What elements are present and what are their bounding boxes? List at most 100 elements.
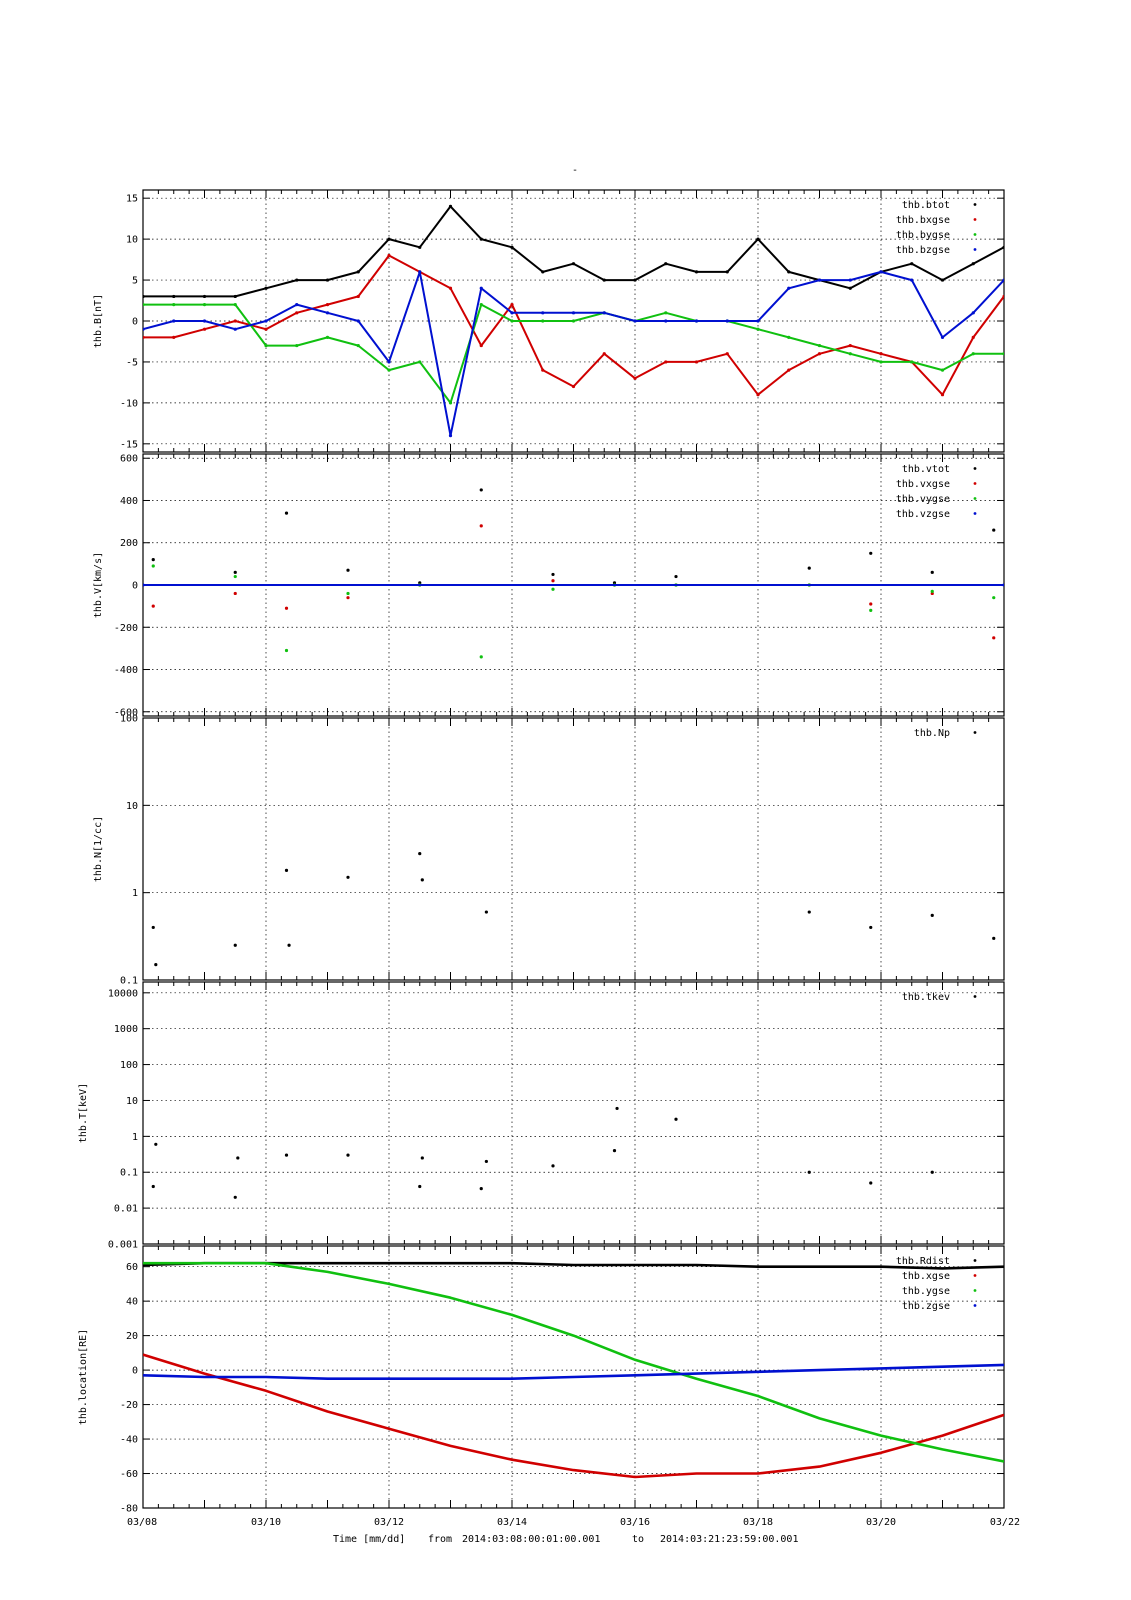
- y-tick-label: 0: [132, 317, 138, 328]
- data-point-thb.btot: [264, 286, 268, 290]
- data-point-thb.bxgse: [1002, 294, 1004, 299]
- series-line-thb.bzgse: [143, 270, 1004, 437]
- data-point-thb.bygse: [940, 368, 945, 372]
- series-line-thb.zgse: [143, 1363, 1004, 1380]
- data-point-thb.Np: [233, 943, 237, 947]
- data-point-thb.tkev: [154, 1142, 158, 1146]
- data-point-thb.bygse: [571, 319, 576, 323]
- data-point-thb.bxgse: [817, 352, 822, 356]
- data-point-thb.bzgse: [479, 286, 483, 290]
- y-tick-label: 1000: [114, 1024, 138, 1035]
- data-point-thb.tkev: [930, 1170, 934, 1174]
- x-tick-label: 03/22: [990, 1517, 1020, 1528]
- data-point-thb.Np: [869, 925, 873, 930]
- data-point-thb.bygse: [418, 360, 422, 364]
- x-tick-label: 03/14: [497, 1517, 527, 1528]
- data-point-thb.vtot: [992, 528, 996, 532]
- data-point-thb.bxgse: [233, 319, 237, 323]
- x-tick-label: 03/10: [251, 1517, 281, 1528]
- data-point-thb.bzgse: [264, 319, 268, 323]
- data-point-thb.vygse: [346, 591, 350, 596]
- data-point-thb.bzgse: [295, 303, 299, 307]
- y-tick-label: -5: [126, 357, 138, 368]
- legend-label: thb.ygse: [902, 1286, 950, 1297]
- panel-v: -600 -400 -200 0 200 400 600 thb.V[km/s] thb.vto…: [93, 453, 1005, 718]
- y-tick-label: 20: [126, 1331, 138, 1342]
- panel-b: -15 -10 -5 0 5 10 15 thb.B[nT] thb.btot thb.bxgse…: [93, 189, 1005, 453]
- data-point-thb.tkev: [479, 1186, 483, 1191]
- data-point-thb.bygse: [325, 335, 330, 339]
- legend-marker: [973, 218, 977, 221]
- data-point-thb.bzgse: [633, 319, 637, 323]
- y-axis-title: thb.location[RE]: [78, 1329, 89, 1425]
- data-point-thb.tkev: [236, 1156, 240, 1160]
- panel-frame: [142, 1245, 1005, 1509]
- y-axis-title: thb.T[keV]: [78, 1083, 89, 1143]
- data-point-thb.vtot: [807, 566, 811, 570]
- data-point-thb.bygse: [387, 368, 391, 372]
- data-point-thb.bxgse: [295, 311, 299, 315]
- data-point-thb.Np: [992, 936, 996, 940]
- data-point-thb.bzgse: [756, 319, 760, 323]
- data-point-thb.Np: [346, 875, 350, 879]
- y-tick-label: -80: [120, 1504, 138, 1515]
- y-tick-label: 0: [132, 581, 138, 592]
- data-point-thb.bzgse: [172, 319, 176, 323]
- x-tick-label: 03/16: [620, 1517, 650, 1528]
- series-line-thb.xgse: [143, 1353, 1004, 1479]
- data-point-thb.bzgse: [233, 327, 237, 331]
- legend-label: thb.vtot: [902, 464, 950, 475]
- y-axis-title: thb.V[km/s]: [93, 552, 104, 618]
- data-point-thb.vtot: [674, 574, 678, 579]
- data-point-thb.vtot: [346, 568, 350, 572]
- data-point-thb.btot: [541, 270, 545, 274]
- legend-marker: [973, 482, 977, 485]
- data-point-thb.bygse: [879, 360, 883, 364]
- data-point-thb.btot: [633, 278, 637, 282]
- data-point-thb.bxgse: [325, 303, 330, 307]
- y-tick-label: -20: [120, 1400, 138, 1411]
- legend-marker: [973, 1274, 977, 1277]
- y-tick-label: -40: [120, 1435, 138, 1446]
- y-tick-label: 0.1: [120, 976, 138, 987]
- data-point-thb.bygse: [510, 319, 514, 323]
- data-point-thb.vtot: [233, 570, 237, 574]
- data-point-thb.bzgse: [448, 434, 453, 438]
- data-point-thb.bzgse: [387, 360, 391, 364]
- data-point-thb.tkev: [233, 1195, 237, 1199]
- y-tick-label: 10: [126, 1096, 138, 1107]
- data-point-thb.bygse: [143, 303, 145, 307]
- legend-label: thb.bxgse: [896, 215, 950, 226]
- data-point-thb.bxgse: [940, 393, 945, 397]
- data-point-thb.btot: [448, 204, 453, 208]
- data-point-thb.bzgse: [817, 278, 822, 282]
- data-point-thb.btot: [756, 237, 760, 241]
- panel-location: -80 -60 -40 -20 0 20 40 60 thb.location[RE] thb.R…: [78, 1245, 1005, 1515]
- data-point-thb.bygse: [848, 352, 852, 356]
- data-point-thb.bxgse: [971, 335, 975, 339]
- data-point-thb.vygse: [551, 587, 555, 591]
- data-point-thb.bxgse: [848, 343, 852, 348]
- data-point-thb.btot: [172, 294, 176, 299]
- data-point-thb.bxgse: [172, 335, 176, 339]
- y-tick-label: 200: [120, 538, 138, 549]
- data-point-thb.vygse: [233, 574, 237, 579]
- data-point-thb.bygse: [817, 343, 822, 348]
- data-point-thb.Np: [151, 925, 155, 930]
- data-point-thb.btot: [356, 270, 360, 274]
- data-point-thb.vxgse: [869, 602, 873, 606]
- data-point-thb.bzgse: [664, 319, 668, 323]
- data-point-thb.tkev: [612, 1149, 617, 1153]
- data-point-thb.bxgse: [448, 286, 453, 290]
- data-point-thb.bzgse: [971, 311, 975, 315]
- legend-marker: [973, 497, 977, 500]
- data-point-thb.bzgse: [418, 270, 422, 274]
- legend-marker: [973, 1304, 977, 1307]
- footer: Time [mm/dd] from 2014:03:08:00:01:00.00…: [333, 1534, 798, 1545]
- legend-label: thb.tkev: [902, 992, 950, 1003]
- data-point-thb.vtot: [479, 488, 483, 492]
- y-tick-label: 5: [132, 276, 138, 287]
- data-point-thb.btot: [143, 294, 145, 299]
- legend-label: thb.Np: [914, 728, 950, 739]
- data-point-thb.bzgse: [356, 319, 360, 323]
